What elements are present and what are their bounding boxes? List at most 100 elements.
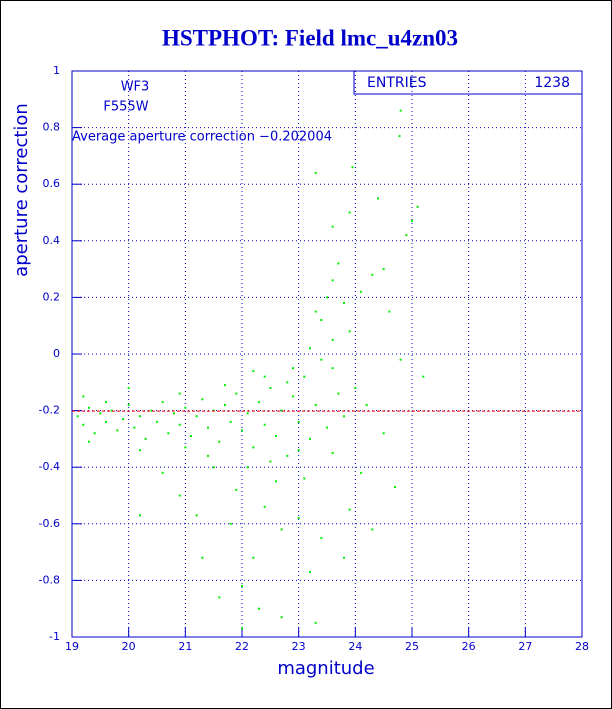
chart-title: HSTPHOT: Field lmc_u4zn03 [162,25,458,50]
point [212,466,215,469]
point [224,403,226,406]
point [343,556,345,559]
point [331,452,334,455]
y-tick-label: 0.8 [43,121,61,134]
point [229,522,232,525]
point [144,437,147,440]
point [139,449,141,452]
point [218,440,221,443]
point [139,415,141,418]
point [377,197,379,200]
point [88,406,90,409]
point [280,409,283,412]
y-tick-label: 0.2 [43,290,61,303]
point [167,432,170,435]
point [258,607,260,610]
x-tick-label: 28 [575,640,589,653]
point [354,386,357,389]
point [275,480,277,483]
point [127,386,130,389]
point [343,415,345,418]
point [416,205,419,208]
point [286,381,289,384]
x-tick-label: 21 [178,640,192,653]
point [252,446,255,449]
y-axis-title: aperture correction [11,103,32,277]
y-tick-label: 1 [53,64,60,77]
point [394,486,396,489]
x-tick-label: 20 [122,640,136,653]
point [348,211,351,214]
stats-name: ENTRIES [367,75,427,91]
x-tick-label: 26 [462,640,476,653]
point [195,415,198,418]
point [235,488,238,491]
point [161,471,164,474]
point [161,401,164,404]
point [263,375,266,378]
point [422,375,425,378]
point [139,514,141,517]
point [224,384,226,387]
point [105,420,107,423]
point [133,426,136,429]
stats-value: 1238 [534,75,570,91]
point [297,420,300,423]
point [252,556,255,559]
point [218,596,221,599]
point [241,627,243,630]
point [263,505,266,508]
label: F555W [103,100,148,115]
y-tick-label: -0.2 [39,404,60,417]
point [280,528,283,531]
annotation: Average aperture correction −0.202004 [72,130,332,145]
point [314,310,317,313]
point [337,262,340,265]
point [99,412,102,415]
point [388,310,391,313]
x-tick-label: 25 [405,640,419,653]
point [122,418,124,421]
point [212,409,215,412]
x-tick-label: 23 [292,640,306,653]
point [382,432,385,435]
point [411,219,413,222]
point [314,171,317,174]
point [184,446,187,449]
label: WF3 [121,80,150,95]
point [371,273,374,276]
point [292,367,294,370]
y-tick-label: -0.4 [39,460,60,473]
point [156,420,158,423]
point [348,330,351,333]
point [348,508,351,511]
plot-frame [71,70,583,638]
point [252,369,255,372]
x-axis-title: magnitude [277,658,374,679]
point [320,358,323,361]
point [320,319,323,322]
point [275,435,277,438]
y-tick-label: 0 [53,347,60,360]
x-tick-label: 22 [235,640,249,653]
y-tick-label: -1 [49,630,60,643]
point [343,302,345,305]
point [286,454,289,457]
point [309,347,311,350]
point [263,423,266,426]
x-tick-label: 27 [518,640,532,653]
point [371,528,374,531]
point [246,412,249,415]
point [365,403,368,406]
point [331,338,334,341]
point [127,403,130,406]
point [309,570,311,573]
point [314,403,317,406]
point [297,449,300,452]
point [360,290,362,293]
point [241,429,243,432]
y-tick-label: -0.6 [39,517,60,530]
point [150,409,153,412]
x-tick-label: 24 [348,640,362,653]
